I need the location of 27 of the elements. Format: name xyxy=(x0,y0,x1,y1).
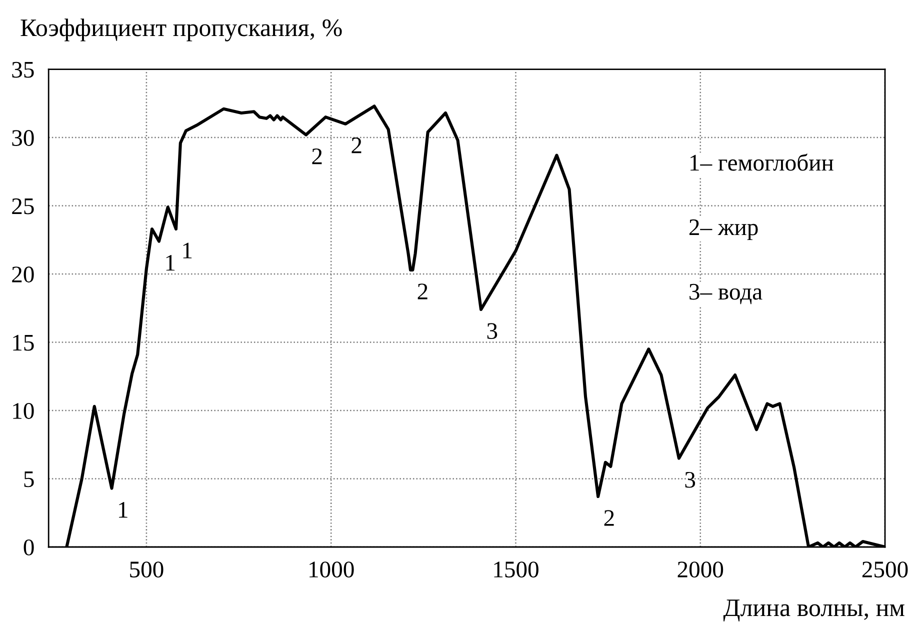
y-tick-label: 30 xyxy=(12,130,34,146)
annotation: 2 xyxy=(312,148,322,164)
y-tick-label: 0 xyxy=(24,539,34,556)
annotation: 3 xyxy=(487,323,498,340)
x-tick-label: 500 xyxy=(130,562,164,578)
annotation: 2 xyxy=(352,138,362,154)
annotation: 1 xyxy=(183,242,192,258)
annotation: 1 xyxy=(119,502,128,518)
x-tick-label: 2000 xyxy=(678,562,724,578)
y-tick-label: 20 xyxy=(12,266,34,282)
annotation: 2 xyxy=(418,284,428,300)
annotation: 2– жир xyxy=(689,219,758,240)
x-tick-label: 1500 xyxy=(494,562,538,578)
annotation: 3– вода xyxy=(690,284,762,304)
y-tick-label: 35 xyxy=(12,62,34,78)
y-tick-label: 10 xyxy=(13,403,34,419)
x-axis-title: Длина волны, нм xyxy=(723,600,904,622)
annotation: 1 xyxy=(166,254,175,271)
y-tick-label: 25 xyxy=(12,198,34,214)
y-tick-label: 15 xyxy=(13,334,34,351)
y-axis-title: Коэффициент пропускания, % xyxy=(20,18,342,42)
annotation: 3 xyxy=(685,472,696,488)
annotation: 2 xyxy=(604,510,614,526)
x-tick-label: 1000 xyxy=(310,562,354,578)
y-tick-label: 5 xyxy=(24,471,34,488)
annotation: 1– гемоглобин xyxy=(690,154,834,171)
x-tick-label: 2500 xyxy=(862,562,908,578)
